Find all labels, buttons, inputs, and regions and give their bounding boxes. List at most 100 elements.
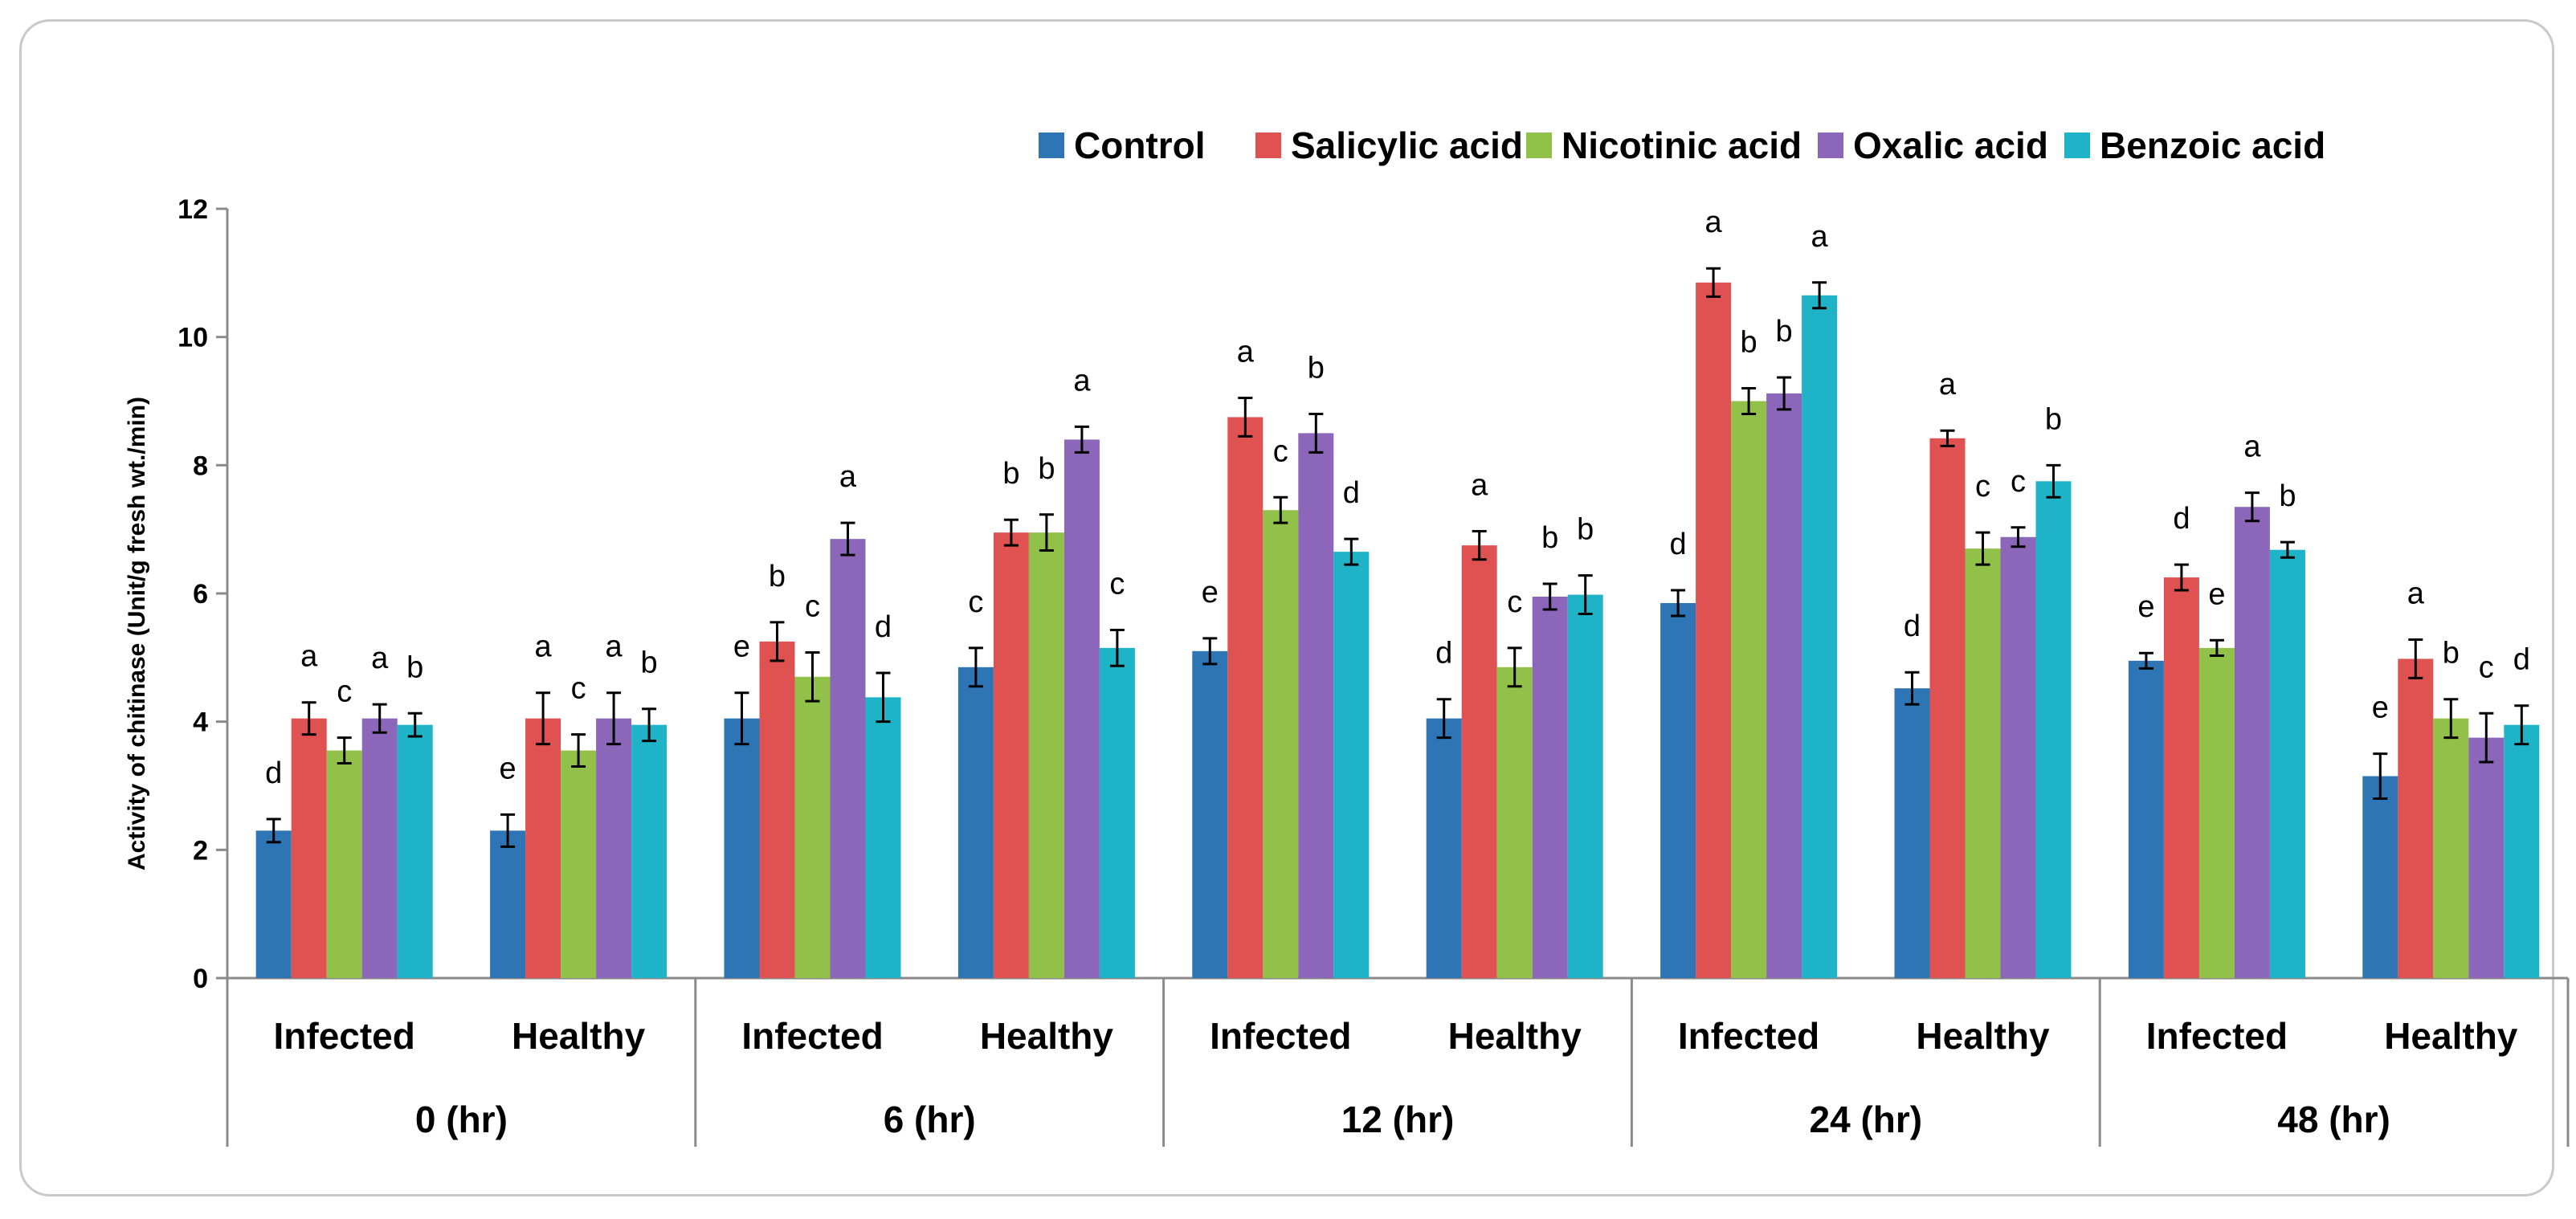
bar [1426, 718, 1462, 978]
group-label: 48 (hr) [2277, 1099, 2390, 1140]
bar [561, 750, 597, 978]
significance-letter: b [1308, 351, 1325, 385]
group-label: 12 (hr) [1341, 1099, 1455, 1140]
bar [1660, 602, 1696, 978]
bar [1263, 510, 1299, 978]
bar [1731, 401, 1767, 978]
significance-letter: a [1073, 364, 1091, 398]
legend-label: Nicotinic acid [1562, 124, 1802, 166]
bar [255, 830, 292, 978]
bar [631, 724, 667, 978]
significance-letter: a [1237, 336, 1255, 369]
significance-letter: d [2173, 502, 2190, 536]
legend-swatch [1255, 132, 1281, 158]
significance-letter: d [1343, 476, 1360, 510]
bar [1532, 596, 1568, 978]
bar [1099, 647, 1135, 978]
category-label: Healthy [512, 1015, 646, 1057]
bar [2433, 718, 2469, 978]
bar [993, 532, 1029, 978]
significance-letter: c [2479, 650, 2494, 684]
bar [830, 539, 866, 978]
bar [865, 697, 901, 978]
legend-label: Benzoic acid [2100, 124, 2325, 166]
legend-label: Control [1074, 124, 1206, 166]
significance-letter: c [1507, 585, 1522, 619]
bar [291, 718, 327, 978]
category-label: Healthy [1916, 1015, 2050, 1057]
bar [2398, 658, 2434, 978]
bar [794, 676, 831, 978]
chart-frame [19, 19, 2554, 1197]
significance-letter: a [606, 630, 623, 664]
category-label: Infected [1210, 1015, 1351, 1057]
bar [361, 718, 398, 978]
bar [1567, 594, 1603, 978]
significance-letter: b [2443, 637, 2460, 671]
significance-letter: a [535, 630, 553, 664]
significance-letter: b [2279, 479, 2296, 513]
bar [1894, 688, 1930, 978]
significance-letter: c [1975, 470, 1990, 503]
significance-letter: a [1471, 469, 1488, 503]
bar [2234, 507, 2270, 978]
significance-letter: c [2011, 465, 2026, 499]
bar [397, 724, 433, 978]
bar [1063, 439, 1100, 978]
significance-letter: b [1541, 521, 1558, 555]
y-tick-label: 4 [193, 707, 208, 738]
bar [490, 830, 526, 978]
significance-letter: c [1109, 568, 1125, 601]
bar [1496, 667, 1533, 978]
legend-swatch [1039, 132, 1064, 158]
significance-letter: a [2243, 430, 2261, 464]
bar [2269, 549, 2305, 978]
significance-letter: b [641, 646, 658, 680]
category-label: Healthy [1448, 1015, 1582, 1057]
significance-letter: a [1939, 368, 1957, 402]
category-label: Healthy [2384, 1015, 2518, 1057]
bar [1333, 552, 1370, 978]
significance-letter: b [406, 650, 423, 684]
significance-letter: d [265, 756, 282, 790]
significance-letter: b [1038, 452, 1055, 486]
significance-letter: a [1705, 206, 1723, 239]
significance-letter: a [300, 640, 318, 674]
significance-letter: b [1741, 326, 1757, 360]
significance-letter: b [1577, 513, 1594, 547]
significance-letter: d [1670, 528, 1687, 561]
category-label: Healthy [980, 1015, 1114, 1057]
legend-swatch [1818, 132, 1843, 158]
bar [1192, 650, 1228, 978]
significance-letter: e [733, 630, 750, 664]
category-label: Infected [741, 1015, 883, 1057]
significance-letter: e [2372, 691, 2389, 725]
significance-letter: e [500, 752, 516, 785]
bar [596, 718, 632, 978]
significance-letter: b [1776, 315, 1793, 349]
significance-letter: b [2045, 402, 2062, 436]
group-label: 6 (hr) [884, 1099, 976, 1140]
y-tick-label: 12 [178, 194, 208, 225]
group-label: 0 (hr) [415, 1099, 508, 1140]
bar [2163, 577, 2199, 978]
group-label: 24 (hr) [1810, 1099, 1923, 1140]
bar [1298, 433, 1334, 978]
category-label: Infected [1678, 1015, 1819, 1057]
significance-letter: a [839, 460, 857, 494]
y-tick-label: 10 [178, 323, 208, 353]
bar [2362, 776, 2398, 978]
significance-letter: c [571, 672, 586, 706]
category-label: Infected [2146, 1015, 2288, 1057]
bar [2128, 660, 2164, 978]
legend-swatch [2064, 132, 2090, 158]
legend-label: Salicylic acid [1291, 124, 1523, 166]
bar [1696, 282, 1732, 978]
y-tick-label: 8 [193, 450, 208, 481]
significance-letter: d [1435, 637, 1452, 671]
significance-letter: d [875, 610, 892, 644]
bar [1802, 295, 1838, 978]
bar [1028, 532, 1064, 978]
bar [2000, 536, 2036, 978]
significance-letter: d [2513, 643, 2530, 677]
